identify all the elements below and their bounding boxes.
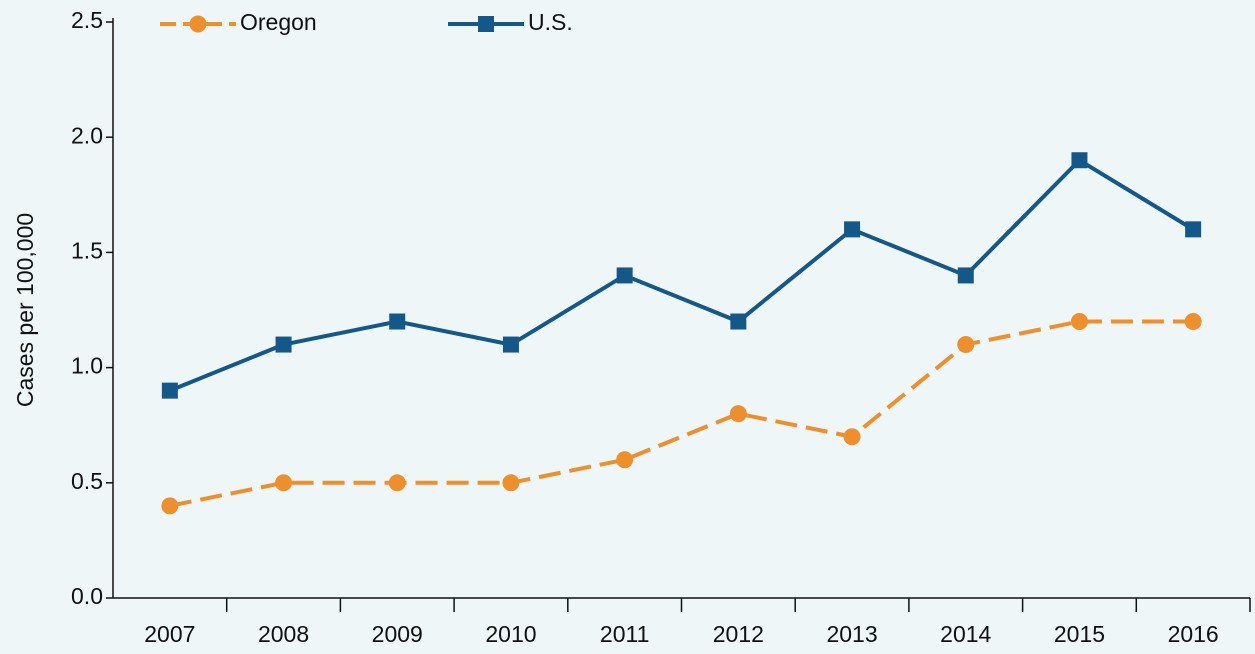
legend-marker bbox=[478, 16, 494, 32]
legend-label: U.S. bbox=[528, 9, 573, 35]
series-line bbox=[169, 319, 1194, 508]
data-point bbox=[957, 267, 974, 284]
y-tick-label: 2.5 bbox=[71, 7, 103, 33]
data-point bbox=[1184, 313, 1202, 331]
data-point bbox=[502, 474, 520, 492]
legend-marker bbox=[189, 15, 207, 33]
data-point bbox=[616, 267, 633, 284]
data-point bbox=[843, 428, 861, 446]
data-point bbox=[844, 221, 861, 238]
y-tick-label: 2.0 bbox=[71, 122, 103, 148]
x-tick-label: 2011 bbox=[600, 621, 649, 647]
data-point bbox=[1185, 221, 1202, 238]
x-tick-label: 2014 bbox=[940, 621, 991, 647]
data-point bbox=[388, 474, 406, 492]
x-tick-label: 2008 bbox=[258, 621, 309, 647]
data-point bbox=[161, 382, 178, 399]
legend-label: Oregon bbox=[240, 9, 317, 35]
data-point bbox=[1071, 152, 1088, 169]
x-tick-label: 2015 bbox=[1054, 621, 1105, 647]
data-point bbox=[275, 474, 293, 492]
data-point bbox=[275, 336, 292, 353]
data-point bbox=[161, 497, 179, 515]
data-point bbox=[502, 336, 519, 353]
x-tick-label: 2007 bbox=[144, 621, 195, 647]
y-tick-label: 1.5 bbox=[71, 237, 103, 263]
data-point bbox=[957, 336, 975, 354]
x-tick-label: 2016 bbox=[1168, 621, 1219, 647]
y-tick-label: 0.5 bbox=[71, 468, 103, 494]
y-tick-label: 0.0 bbox=[71, 583, 103, 609]
data-point bbox=[389, 313, 406, 330]
data-point bbox=[729, 405, 747, 423]
series-line bbox=[169, 157, 1195, 393]
data-point bbox=[730, 313, 747, 330]
y-axis-label: Cases per 100,000 bbox=[12, 213, 38, 407]
y-tick-label: 1.0 bbox=[71, 353, 103, 379]
x-tick-label: 2009 bbox=[372, 621, 423, 647]
x-tick-label: 2012 bbox=[713, 621, 764, 647]
x-tick-label: 2013 bbox=[826, 621, 877, 647]
data-point bbox=[616, 451, 634, 469]
data-point bbox=[1070, 313, 1088, 331]
x-tick-label: 2010 bbox=[485, 621, 536, 647]
